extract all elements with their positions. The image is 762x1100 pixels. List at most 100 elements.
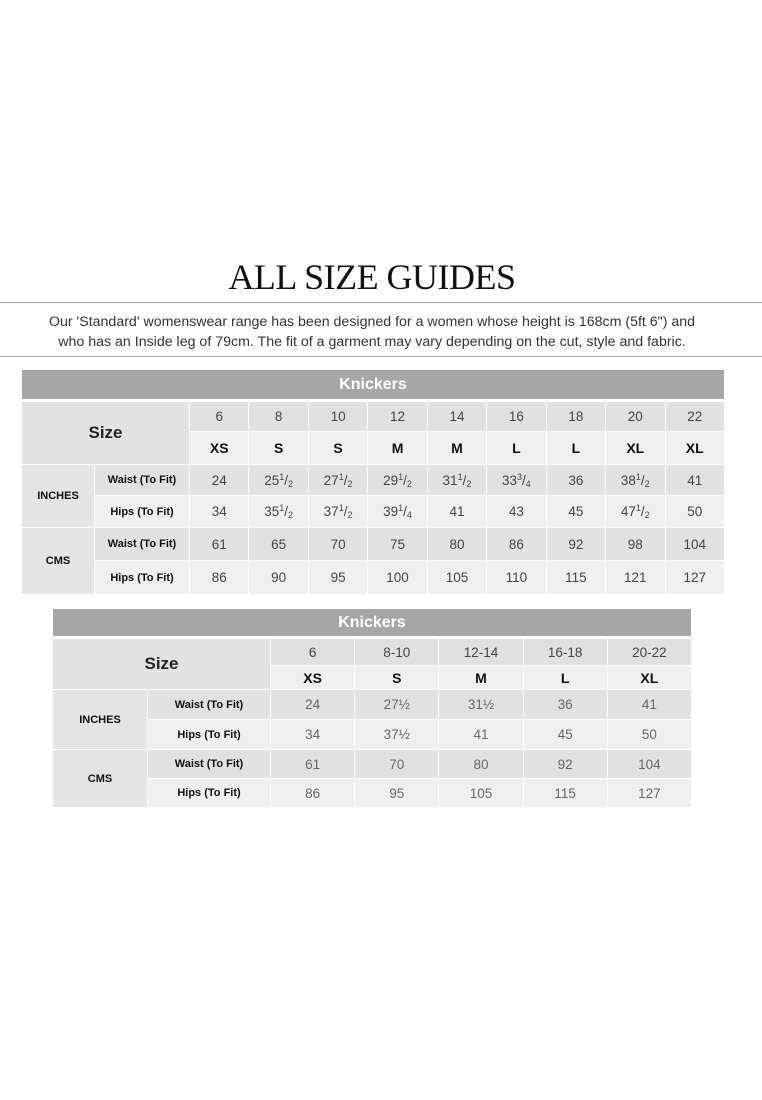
table-row: Hips (To Fit) 34 351/2 371/2 391/4 41 43 45 471/…	[22, 496, 725, 528]
measurement-value: 86	[271, 779, 356, 808]
measurement-value: 115	[546, 561, 607, 595]
measurement-value: 80	[427, 528, 488, 561]
measurement-value: 333/4	[487, 465, 547, 496]
intro-text: Our 'Standard' womenswear range has been…	[0, 312, 744, 352]
size-header: Size	[53, 639, 271, 690]
measurement-value: 381/2	[606, 465, 666, 496]
table-row: Hips (To Fit) 86 90 95 100 105 110 115 121 127	[22, 561, 725, 595]
unit-group-inches: INCHES	[22, 465, 95, 528]
measurement-value: 41	[665, 465, 725, 496]
measurement-label: Hips (To Fit)	[148, 720, 271, 750]
measurement-value: 100	[368, 561, 428, 595]
measurement-value: 80	[439, 750, 524, 779]
page-title: ALL SIZE GUIDES	[228, 257, 516, 297]
table-row: INCHES Waist (To Fit) 24 27½ 31½ 36 41	[53, 690, 692, 750]
measurement-value: 90	[249, 561, 309, 595]
measurement-value: 41	[439, 720, 524, 750]
measurement-value: 104	[665, 528, 725, 561]
measurement-value: 98	[606, 528, 666, 561]
size-number: 12-14	[439, 639, 524, 666]
measurement-value: 65	[249, 528, 309, 561]
table-title-row: Knickers	[22, 370, 725, 402]
size-table-knickers-grouped: Knickers Size 6 8-10 12-14 16-18 20-22 XS S M L XL I…	[53, 609, 692, 808]
measurement-value: 311/2	[427, 465, 488, 496]
size-letter: L	[487, 432, 547, 465]
measurement-value: 50	[607, 720, 692, 750]
size-letter: M	[427, 432, 488, 465]
table-title-row: Knickers	[53, 609, 692, 639]
size-number: 20	[606, 402, 666, 432]
measurement-label: Waist (To Fit)	[148, 750, 271, 779]
intro-line: who has an Inside leg of 79cm. The fit o…	[58, 334, 686, 350]
size-number: 16	[487, 402, 547, 432]
measurement-value: 24	[271, 690, 356, 720]
measurement-value: 115	[523, 779, 608, 808]
size-letter: L	[546, 432, 607, 465]
measurement-value: 34	[190, 496, 250, 528]
divider	[0, 302, 762, 303]
size-letter: L	[523, 666, 608, 690]
measurement-label: Hips (To Fit)	[95, 561, 190, 595]
measurement-value: 471/2	[606, 496, 666, 528]
unit-group-cms: CMS	[53, 750, 148, 808]
size-letter: M	[439, 666, 524, 690]
table-row: CMS Waist (To Fit) 61 65 70 75 80 86 92 98 104	[22, 528, 725, 595]
measurement-value: 104	[607, 750, 692, 779]
table-row: INCHES Waist (To Fit) 24 251/2 271/2 291/2 311…	[22, 465, 725, 528]
measurement-value: 105	[439, 779, 524, 808]
measurement-value: 92	[546, 528, 607, 561]
measurement-value: 41	[607, 690, 692, 720]
size-number: 14	[427, 402, 488, 432]
measurement-value: 127	[665, 561, 725, 595]
size-letter: XS	[190, 432, 250, 465]
size-letter: XL	[607, 666, 692, 690]
measurement-value: 121	[606, 561, 666, 595]
measurement-value: 105	[427, 561, 488, 595]
size-number: 10	[308, 402, 369, 432]
measurement-value: 95	[355, 779, 440, 808]
size-number-row: Size 6 8-10 12-14 16-18 20-22	[53, 639, 692, 690]
measurement-value: 36	[523, 690, 608, 720]
unit-group-inches: INCHES	[53, 690, 148, 750]
size-header: Size	[22, 402, 190, 465]
size-number: 8-10	[355, 639, 440, 666]
measurement-value: 70	[308, 528, 369, 561]
size-letter: S	[308, 432, 369, 465]
measurement-value: 271/2	[308, 465, 369, 496]
measurement-label: Waist (To Fit)	[148, 690, 271, 720]
size-number: 6	[271, 639, 356, 666]
size-letter: XS	[271, 666, 356, 690]
table-row: Hips (To Fit) 86 95 105 115 127	[53, 779, 692, 808]
measurement-value: 371/2	[308, 496, 369, 528]
size-number: 12	[368, 402, 428, 432]
measurement-value: 291/2	[368, 465, 428, 496]
divider	[0, 356, 762, 357]
measurement-value: 86	[487, 528, 547, 561]
measurement-value: 45	[523, 720, 608, 750]
measurement-value: 45	[546, 496, 607, 528]
size-letter: XL	[665, 432, 725, 465]
measurement-value: 391/4	[368, 496, 428, 528]
size-letter: XL	[606, 432, 666, 465]
measurement-value: 34	[271, 720, 356, 750]
size-number-row: Size 6 8 10 12 14 16 18 20 22	[22, 402, 725, 465]
measurement-value: 110	[487, 561, 547, 595]
size-letter: S	[249, 432, 309, 465]
measurement-label: Waist (To Fit)	[95, 528, 190, 561]
size-number: 20-22	[607, 639, 692, 666]
size-number: 8	[249, 402, 309, 432]
size-letter: S	[355, 666, 440, 690]
measurement-label: Waist (To Fit)	[95, 465, 190, 496]
table-row: Hips (To Fit) 34 37½ 41 45 50	[53, 720, 692, 750]
measurement-value: 251/2	[249, 465, 309, 496]
size-number: 16-18	[523, 639, 608, 666]
measurement-label: Hips (To Fit)	[148, 779, 271, 808]
measurement-value: 27½	[355, 690, 440, 720]
table-row: CMS Waist (To Fit) 61 70 80 92 104	[53, 750, 692, 808]
measurement-value: 50	[665, 496, 725, 528]
intro-line: Our 'Standard' womenswear range has been…	[48, 314, 696, 330]
size-number: 22	[665, 402, 725, 432]
measurement-value: 43	[487, 496, 547, 528]
table-title: Knickers	[53, 609, 692, 639]
size-number: 6	[190, 402, 250, 432]
